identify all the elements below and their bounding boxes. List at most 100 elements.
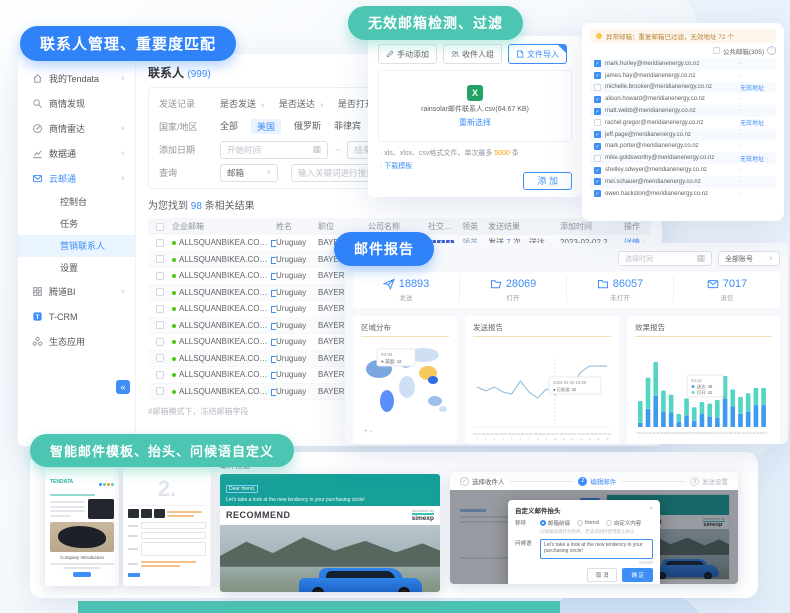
copy-icon[interactable]	[269, 287, 276, 297]
email-checkbox[interactable]: ✓	[594, 190, 601, 198]
salutation-radio[interactable]: 邮箱前缀	[540, 519, 570, 527]
region-filter-option[interactable]: 俄罗斯	[294, 121, 322, 131]
sidebar-item-7[interactable]: 生态应用	[18, 329, 135, 354]
sidebar-item-2[interactable]: 商情雷达 ∨	[18, 116, 135, 141]
send-filter-option[interactable]: 是否发送 ∨	[220, 99, 265, 109]
field-input-skeleton[interactable]	[141, 522, 206, 529]
salutation-radio[interactable]: 自定义内容	[605, 519, 641, 527]
svg-text:03-10: 03-10	[706, 431, 714, 435]
copy-icon[interactable]	[269, 271, 276, 281]
greeting-textarea[interactable]: Let's take a look at the new tendency in…	[540, 539, 653, 559]
row-checkbox[interactable]	[156, 255, 164, 264]
copy-icon[interactable]	[269, 370, 276, 380]
email-checkbox[interactable]: ✓	[594, 72, 601, 80]
email-checkbox[interactable]: ✓	[594, 166, 601, 174]
save-button-skeleton[interactable]	[128, 573, 140, 577]
confirm-button[interactable]: 确 定	[622, 568, 653, 582]
field-textarea-skeleton[interactable]	[141, 542, 206, 556]
query-type-select[interactable]: 邮箱 ∨	[220, 163, 278, 182]
region-filter-option[interactable]: 菲律宾	[334, 121, 362, 131]
email-checkbox[interactable]: ✓	[594, 60, 601, 68]
email-checkbox[interactable]	[594, 154, 601, 162]
email-list-item[interactable]: ✓ jeff.page@meridianenergy.co.nz -	[590, 128, 776, 141]
email-status: -	[740, 190, 742, 197]
email-checkbox[interactable]: ✓	[594, 178, 601, 186]
sidebar-item-0[interactable]: 我的Tendata ∨	[18, 66, 135, 91]
sidebar-subitem[interactable]: 任务	[60, 219, 79, 229]
email-list-item[interactable]: ✓ shelley.sdwyer@meridianenergy.co.nz -	[590, 164, 776, 176]
row-checkbox[interactable]	[156, 271, 164, 280]
filter-label-date: 添加日期	[159, 145, 196, 155]
import-tab-收件人组[interactable]: 收件人组	[443, 44, 502, 64]
feature-pill-contacts: 联系人管理、重要度匹配	[20, 26, 237, 61]
email-checkbox[interactable]: ✓	[594, 142, 601, 150]
row-checkbox[interactable]	[156, 238, 164, 247]
email-checkbox[interactable]: ✓	[594, 95, 601, 103]
select-all-checkbox[interactable]	[156, 222, 164, 231]
row-checkbox[interactable]	[156, 304, 164, 313]
email-checkbox[interactable]: ✓	[594, 131, 601, 139]
row-checkbox[interactable]	[156, 337, 164, 346]
import-tab-手动添加[interactable]: 手动添加	[378, 44, 437, 64]
email-list-item[interactable]: ✓ matt.webb@meridianenergy.co.nz -	[590, 105, 776, 117]
region-filter-option[interactable]: 全部	[220, 121, 239, 131]
sidebar-item-6[interactable]: T T-CRM	[18, 304, 135, 329]
report-account-select[interactable]: 全部账号 ∨	[718, 251, 780, 266]
sidebar-item-1[interactable]: 商情发现	[18, 91, 135, 116]
copy-icon[interactable]	[269, 386, 276, 396]
row-checkbox[interactable]	[156, 354, 164, 363]
add-button[interactable]: 添 加	[523, 172, 572, 190]
copy-icon[interactable]	[269, 238, 276, 248]
email-list-item[interactable]: ✓ mark.porter@meridianenergy.co.nz -	[590, 141, 776, 153]
import-tab-文件导入[interactable]: 文件导入	[508, 44, 567, 64]
step-选择收件人[interactable]: ✓ 选择收件人	[460, 476, 505, 486]
email-checkbox[interactable]	[594, 119, 601, 127]
sidebar-item-3[interactable]: 数据通 ∨	[18, 141, 135, 166]
mail-icon	[32, 173, 43, 184]
copy-icon[interactable]	[269, 254, 276, 264]
email-checkbox[interactable]	[594, 83, 601, 91]
svg-text:03-14: 03-14	[586, 432, 594, 436]
field-input-skeleton[interactable]	[141, 532, 206, 539]
salutation-radio[interactable]: friend	[577, 520, 599, 526]
report-date-input[interactable]: 选择时间 ▦	[618, 251, 712, 266]
row-checkbox[interactable]	[156, 370, 164, 379]
region-filter-option[interactable]: 美国	[251, 119, 282, 134]
email-list-item[interactable]: ✓ james.hay@meridianenergy.co.nz -	[590, 70, 776, 82]
email-list-item[interactable]: ✓ mel.schauer@meridianenergy.co.nz -	[590, 175, 776, 188]
upload-dropzone[interactable]: X rainsolar邮件联系人.csv(64.67 KB) 重新选择	[378, 70, 572, 142]
copy-icon[interactable]	[269, 304, 276, 314]
sidebar-collapse-button[interactable]: «	[116, 380, 130, 394]
copy-icon[interactable]	[269, 337, 276, 347]
email-list-item[interactable]: mike.goldsworthy@meridianenergy.co.nz 无效地…	[590, 152, 776, 165]
sidebar-item-5[interactable]: 腾道BI ∨	[18, 279, 135, 304]
row-checkbox[interactable]	[156, 387, 164, 396]
email-list-item[interactable]: rachel.gregor@meridianenergy.co.nz 无效地址	[590, 117, 776, 129]
email-status[interactable]: 无效地址	[740, 85, 765, 92]
row-checkbox[interactable]	[156, 321, 164, 330]
email-list-item[interactable]: michelle.brooker@meridianenergy.co.nz 无效地…	[590, 81, 776, 94]
sidebar-item-4[interactable]: 云邮通 ∧	[18, 166, 135, 191]
email-list-item[interactable]: ✓ alison.howard@meridianenergy.co.nz -	[590, 93, 776, 105]
cta-button[interactable]	[73, 572, 91, 577]
email-list-item[interactable]: ✓ mark.hurley@meridianenergy.co.nz -	[590, 58, 776, 70]
date-start-input[interactable]: 开始时间 ▦	[220, 140, 328, 159]
email-status[interactable]: 无效地址	[740, 156, 765, 163]
email-list-item[interactable]: ✓ owen.hackston@meridianenergy.co.nz -	[590, 188, 776, 200]
send-filter-option[interactable]: 是否送达 ∨	[278, 99, 324, 109]
step-编辑邮件[interactable]: 2 编辑邮件	[578, 476, 616, 486]
close-icon[interactable]: ×	[649, 505, 653, 512]
row-checkbox[interactable]	[156, 288, 164, 297]
public-mailbox-checkbox[interactable]	[712, 47, 720, 54]
email-status[interactable]: 无效地址	[740, 121, 765, 128]
copy-icon[interactable]	[269, 320, 276, 330]
download-template-link[interactable]: · 下载模板	[380, 163, 413, 170]
sidebar-subitem[interactable]: 设置	[60, 263, 79, 273]
sidebar-subitem[interactable]: 控制台	[60, 197, 88, 207]
copy-icon[interactable]	[269, 353, 276, 363]
cancel-button[interactable]: 取 消	[586, 568, 618, 582]
email-checkbox[interactable]: ✓	[594, 107, 601, 115]
reselect-link[interactable]: 重新选择	[459, 117, 491, 127]
step-发送设置[interactable]: 3 发送设置	[690, 476, 728, 486]
sidebar-subitem[interactable]: 营销联系人	[18, 235, 135, 257]
